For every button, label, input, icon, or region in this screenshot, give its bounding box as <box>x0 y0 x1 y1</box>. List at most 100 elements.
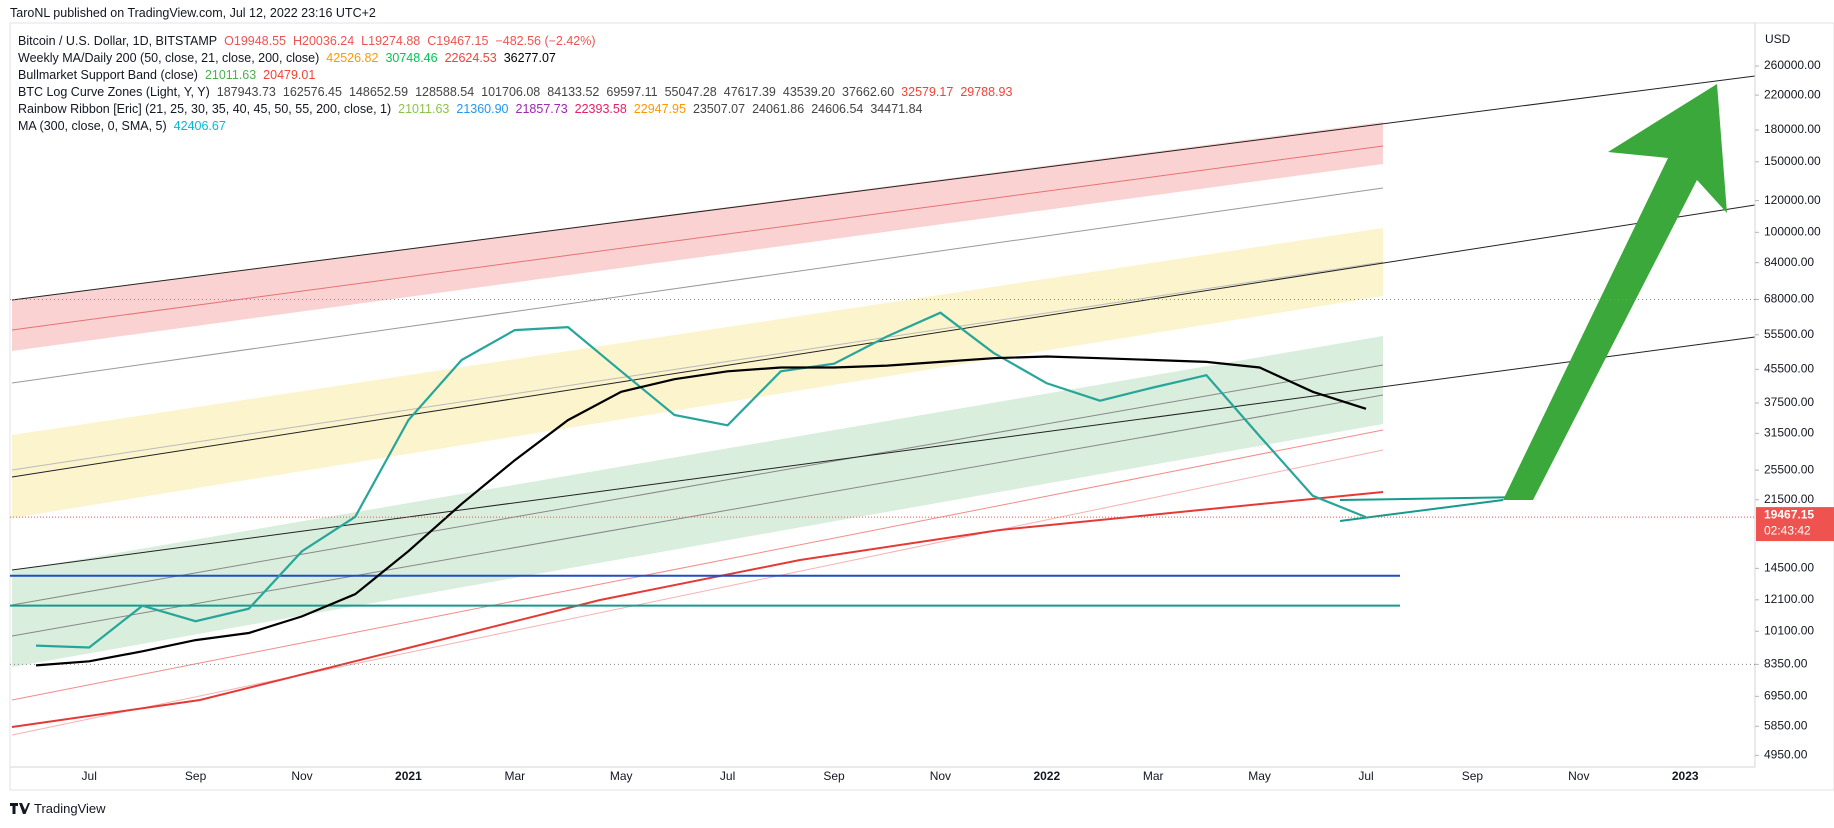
legend-row: Weekly MA/Daily 200 (50, close, 21, clos… <box>18 50 1019 67</box>
trend-line <box>11 75 1756 301</box>
legend-value: 101706.08 <box>481 85 541 99</box>
price-tag-countdown: 02:43:42 <box>1764 523 1811 537</box>
y-tick-label: 150000.00 <box>1764 154 1821 168</box>
x-tick-label: Nov <box>291 769 312 783</box>
red-zone <box>12 122 1383 351</box>
y-tick-label: 21500.00 <box>1764 492 1814 506</box>
legend-value: 43539.20 <box>782 85 836 99</box>
legend-row: Bullmarket Support Band (close) 21011.63 2… <box>18 67 1019 84</box>
x-tick-label: Mar <box>1143 769 1164 783</box>
legend-value: 34471.84 <box>870 102 923 116</box>
legend-value: 24606.54 <box>811 102 864 116</box>
x-tick-label: Jul <box>1358 769 1373 783</box>
y-tick-label: 25500.00 <box>1764 462 1814 476</box>
zone-line <box>11 429 1384 701</box>
zone-line <box>11 394 1384 637</box>
y-tick-label: 260000.00 <box>1764 58 1821 72</box>
zone-line <box>11 364 1384 606</box>
y-tick-label: 84000.00 <box>1764 255 1814 269</box>
y-tick-label: 45500.00 <box>1764 362 1814 376</box>
price-tag-value: 19467.15 <box>1764 507 1814 521</box>
x-tick-label: 2021 <box>395 769 422 783</box>
triangle-line <box>1339 496 1528 501</box>
legend-value: 47617.39 <box>723 85 776 99</box>
legend-name: Bullmarket Support Band (close) <box>18 68 198 82</box>
legend-row: BTC Log Curve Zones (Light, Y, Y) 187943.… <box>18 84 1019 101</box>
legend-value: 21857.73 <box>515 102 568 116</box>
log-curve <box>11 491 1384 728</box>
legend-value: 148652.59 <box>348 85 409 99</box>
legend-value: 20479.01 <box>263 68 316 82</box>
trend-line <box>11 204 1756 478</box>
legend-value: 37662.60 <box>842 85 895 99</box>
legend-value: 29788.93 <box>960 85 1013 99</box>
x-tick-label: Sep <box>823 769 845 783</box>
legend-value: C19467.15 <box>427 34 489 48</box>
legend-value: 84133.52 <box>547 85 600 99</box>
legend-name: Rainbow Ribbon [Eric] (21, 25, 30, 35, 4… <box>18 102 392 116</box>
legend-row: Bitcoin / U.S. Dollar, 1D, BITSTAMP O1994… <box>18 33 1019 50</box>
zone-line <box>11 449 1384 736</box>
yellow-zone <box>12 228 1383 518</box>
legend-value: 21011.63 <box>204 68 257 82</box>
legend-value: 24061.86 <box>752 102 805 116</box>
legend-name: Weekly MA/Daily 200 (50, close, 21, clos… <box>18 51 320 65</box>
y-tick-label: 180000.00 <box>1764 122 1821 136</box>
y-unit: USD <box>1765 32 1791 46</box>
x-tick-label: Jul <box>82 769 97 783</box>
y-tick-label: 6950.00 <box>1764 688 1808 702</box>
legend-value: 30748.46 <box>385 51 438 65</box>
legend-row: Rainbow Ribbon [Eric] (21, 25, 30, 35, 4… <box>18 101 1019 118</box>
y-tick-label: 5850.00 <box>1764 718 1808 732</box>
zone-line <box>11 187 1384 384</box>
x-tick-label: Jul <box>720 769 735 783</box>
legend-value: H20036.24 <box>293 34 355 48</box>
x-tick-label: Mar <box>504 769 525 783</box>
triangle-line <box>1339 499 1504 522</box>
x-tick-label: 2023 <box>1672 769 1699 783</box>
x-tick-label: Sep <box>185 769 207 783</box>
legend-value: 22624.53 <box>444 51 497 65</box>
legend-value: 21360.90 <box>456 102 509 116</box>
footer-brand: TradingView <box>34 801 106 816</box>
series-line <box>35 355 1367 667</box>
legend-value: 22393.58 <box>574 102 627 116</box>
logo <box>10 802 30 814</box>
legend-value: 162576.45 <box>282 85 342 99</box>
x-tick-label: May <box>1248 769 1271 783</box>
legend-name: MA (300, close, 0, SMA, 5) <box>18 119 167 133</box>
y-tick-label: 220000.00 <box>1764 87 1821 101</box>
footer: TradingView <box>10 801 106 816</box>
x-tick-label: Nov <box>930 769 951 783</box>
legend-value: 23507.07 <box>692 102 746 116</box>
legend-name: Bitcoin / U.S. Dollar, 1D, BITSTAMP <box>18 34 218 48</box>
legend-value: 69597.11 <box>606 85 658 99</box>
y-tick-label: 68000.00 <box>1764 292 1814 306</box>
drawings <box>11 75 1756 736</box>
header: TaroNL published on TradingView.com, Jul… <box>10 6 376 20</box>
legend-value: 42406.67 <box>173 119 226 133</box>
x-tick-label: 2022 <box>1033 769 1060 783</box>
series-line <box>35 311 1367 649</box>
trend-line <box>11 336 1756 571</box>
green-zone <box>12 336 1383 667</box>
legend-value: 42526.82 <box>326 51 379 65</box>
x-tick-label: May <box>610 769 633 783</box>
legend: Bitcoin / U.S. Dollar, 1D, BITSTAMP O1994… <box>18 33 1019 135</box>
legend-value: −482.56 (−2.42%) <box>495 34 596 48</box>
legend-value: 128588.54 <box>415 85 475 99</box>
legend-value: 22947.95 <box>633 102 686 116</box>
y-tick-label: 4950.00 <box>1764 748 1808 762</box>
legend-value: 36277.07 <box>503 51 556 65</box>
zone-line <box>11 261 1384 471</box>
x-tick-label: Nov <box>1568 769 1589 783</box>
legend-value: 21011.63 <box>398 102 450 116</box>
legend-value: 55047.28 <box>664 85 717 99</box>
zone-line <box>11 145 1384 331</box>
legend-value: 187943.73 <box>216 85 276 99</box>
price-tag <box>1756 507 1834 542</box>
y-tick-label: 8350.00 <box>1764 657 1808 671</box>
x-tick-label: Sep <box>1462 769 1484 783</box>
